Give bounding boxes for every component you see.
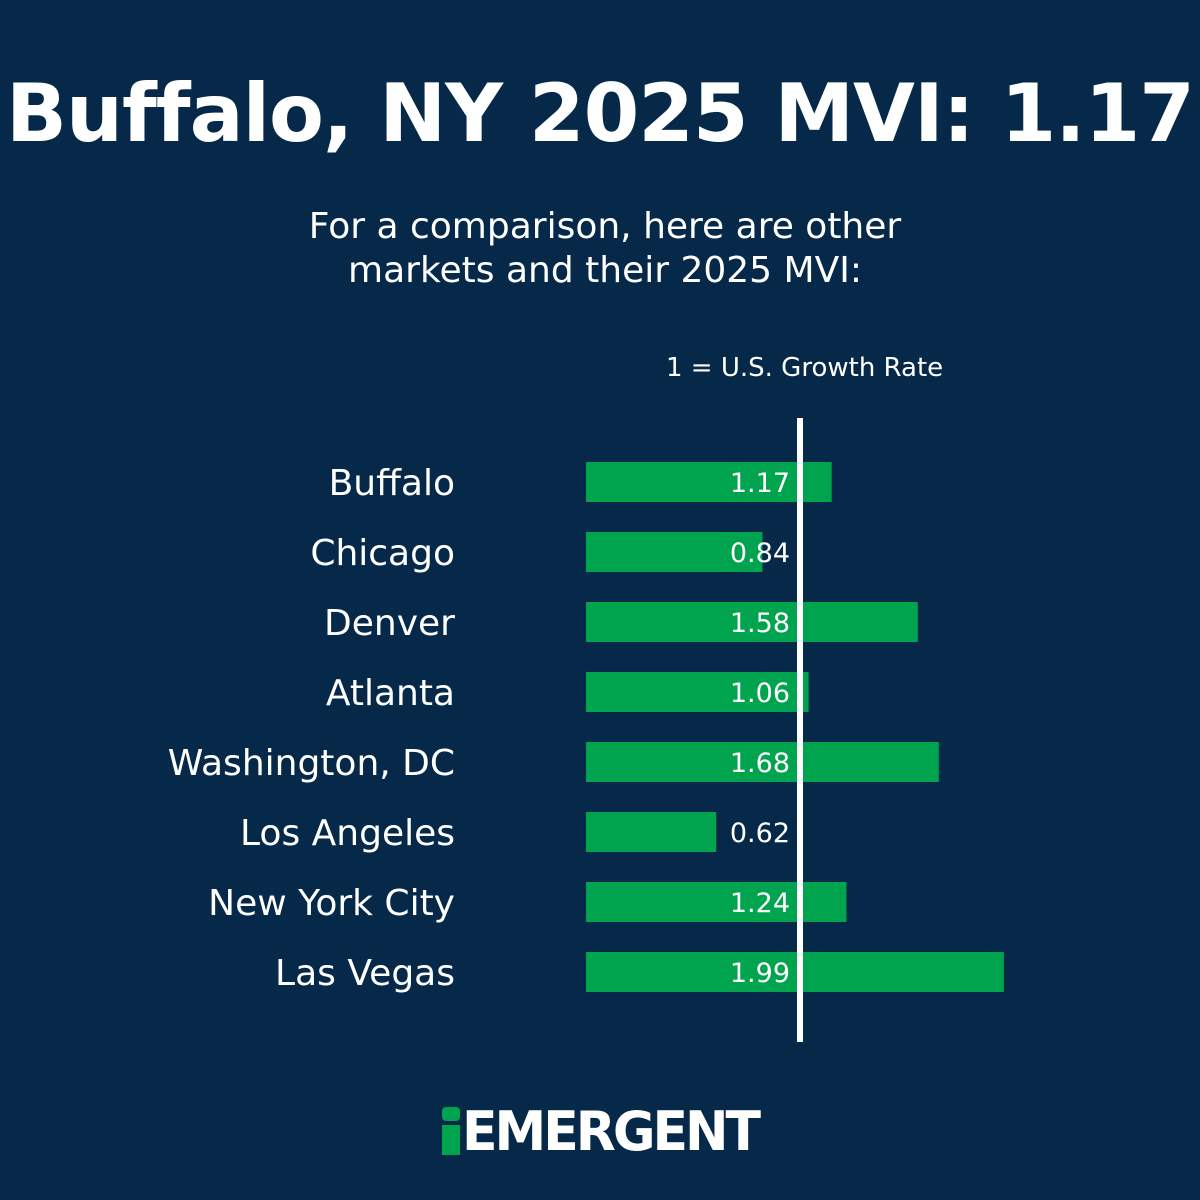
value-label-los-angeles: 0.62 xyxy=(730,818,790,849)
value-label-washington-dc: 1.68 xyxy=(730,748,790,779)
value-label-chicago: 0.84 xyxy=(730,538,790,569)
chart-title: Buffalo, NY 2025 MVI: 1.17 xyxy=(6,67,1195,160)
category-label-denver: Denver xyxy=(324,603,455,644)
category-label-los-angeles: Los Angeles xyxy=(240,813,455,854)
bar-los-angeles xyxy=(586,812,717,852)
category-label-buffalo: Buffalo xyxy=(329,463,455,504)
value-label-buffalo: 1.17 xyxy=(730,468,790,499)
bar-chicago xyxy=(586,532,763,572)
bar-atlanta xyxy=(586,672,809,712)
bars-layer xyxy=(586,462,1004,992)
category-label-new-york-city: New York City xyxy=(208,883,455,924)
value-label-las-vegas: 1.99 xyxy=(730,958,790,989)
value-label-denver: 1.58 xyxy=(730,608,790,639)
emergent-logo: EMERGENT xyxy=(420,1088,780,1164)
category-label-chicago: Chicago xyxy=(310,533,455,574)
chart-subtitle: For a comparison, here are other markets… xyxy=(300,205,910,293)
category-label-washington-dc: Washington, DC xyxy=(168,743,455,784)
bar-denver xyxy=(586,602,918,642)
logo-i-mark xyxy=(441,1107,460,1155)
reference-line-label: 1 = U.S. Growth Rate xyxy=(666,353,944,383)
logo-wordmark: EMERGENT xyxy=(461,1100,761,1164)
category-labels-layer: Buffalo Chicago Denver Atlanta Washington, D… xyxy=(168,463,455,994)
category-label-atlanta: Atlanta xyxy=(326,673,455,714)
subtitle-line-1: For a comparison, here are other xyxy=(308,206,902,247)
bar-new-york-city xyxy=(586,882,847,922)
bar-washington-dc xyxy=(586,742,939,782)
bar-buffalo xyxy=(586,462,832,502)
value-label-atlanta: 1.06 xyxy=(730,678,790,709)
value-labels-layer: 1.17 0.84 1.58 1.06 1.68 0.62 1.24 1.99 xyxy=(730,468,790,989)
bar-las-vegas xyxy=(586,952,1004,992)
category-label-las-vegas: Las Vegas xyxy=(275,953,455,994)
value-label-new-york-city: 1.24 xyxy=(730,888,790,919)
subtitle-line-2: markets and their 2025 MVI: xyxy=(348,250,862,291)
